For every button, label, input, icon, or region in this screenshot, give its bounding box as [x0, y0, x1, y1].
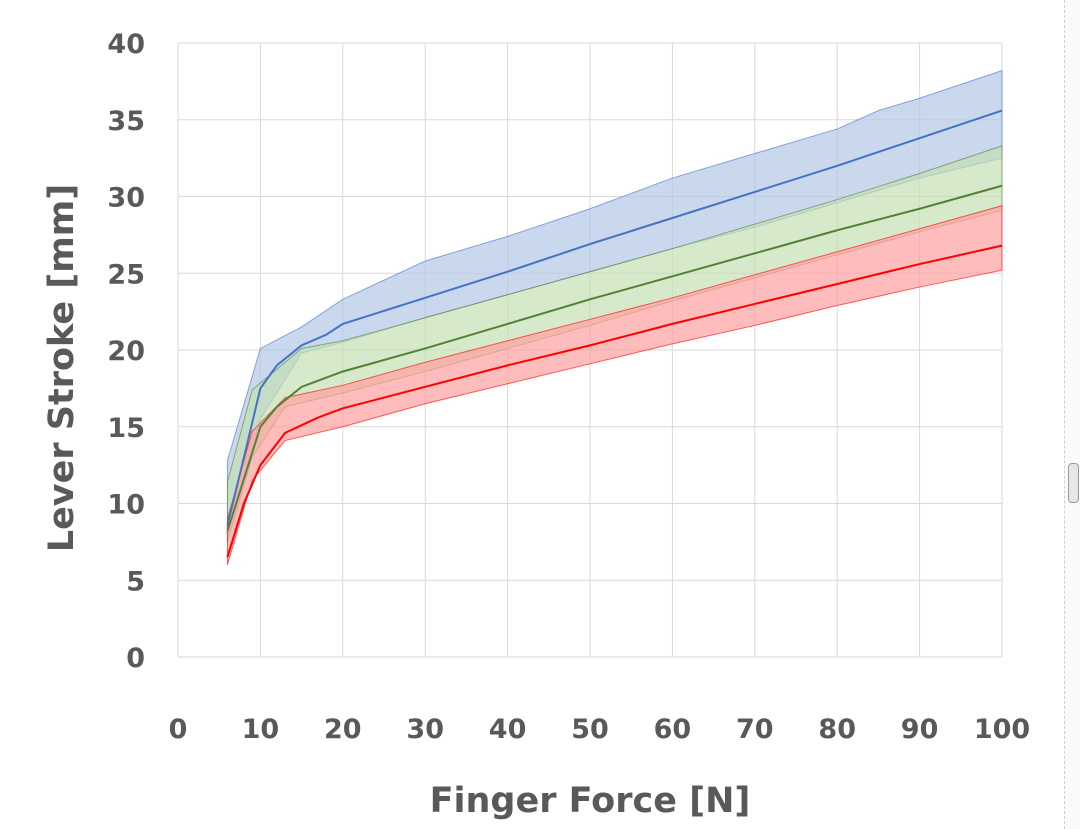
y-tick-label: 25 — [107, 259, 145, 290]
x-tick-label: 0 — [169, 714, 188, 745]
x-tick-label: 50 — [571, 714, 609, 745]
x-axis-title: Finger Force [N] — [430, 781, 751, 821]
green-mean-line — [226, 184, 1003, 532]
vertical-scrollbar[interactable] — [1064, 0, 1080, 829]
x-tick-label: 20 — [324, 714, 362, 745]
y-axis-title: Lever Stroke [mm] — [42, 184, 82, 552]
x-tick-label: 40 — [489, 714, 527, 745]
y-tick-label: 20 — [107, 336, 145, 367]
y-tick-label: 35 — [107, 106, 145, 137]
y-tick-label: 40 — [107, 29, 145, 60]
x-tick-labels: 0 10 20 30 40 50 60 70 80 90 100 — [169, 714, 1031, 745]
mean-lines — [226, 109, 1003, 558]
y-tick-label: 15 — [107, 413, 145, 444]
scrollbar-thumb[interactable] — [1068, 463, 1079, 503]
red-band — [226, 205, 1003, 566]
y-tick-label: 0 — [126, 643, 145, 674]
y-tick-labels: 0 5 10 15 20 25 30 35 40 — [107, 29, 145, 674]
confidence-bands — [226, 69, 1003, 566]
x-tick-label: 100 — [974, 714, 1030, 745]
y-tick-label: 30 — [107, 183, 145, 214]
x-tick-label: 30 — [406, 714, 444, 745]
y-tick-label: 5 — [126, 566, 145, 597]
x-tick-label: 60 — [654, 714, 692, 745]
x-tick-label: 80 — [818, 714, 856, 745]
x-tick-label: 90 — [901, 714, 939, 745]
blue-mean-line — [226, 109, 1003, 526]
red-mean-line — [226, 244, 1003, 558]
y-tick-label: 10 — [107, 490, 145, 521]
x-tick-label: 70 — [736, 714, 774, 745]
x-tick-label: 10 — [242, 714, 280, 745]
